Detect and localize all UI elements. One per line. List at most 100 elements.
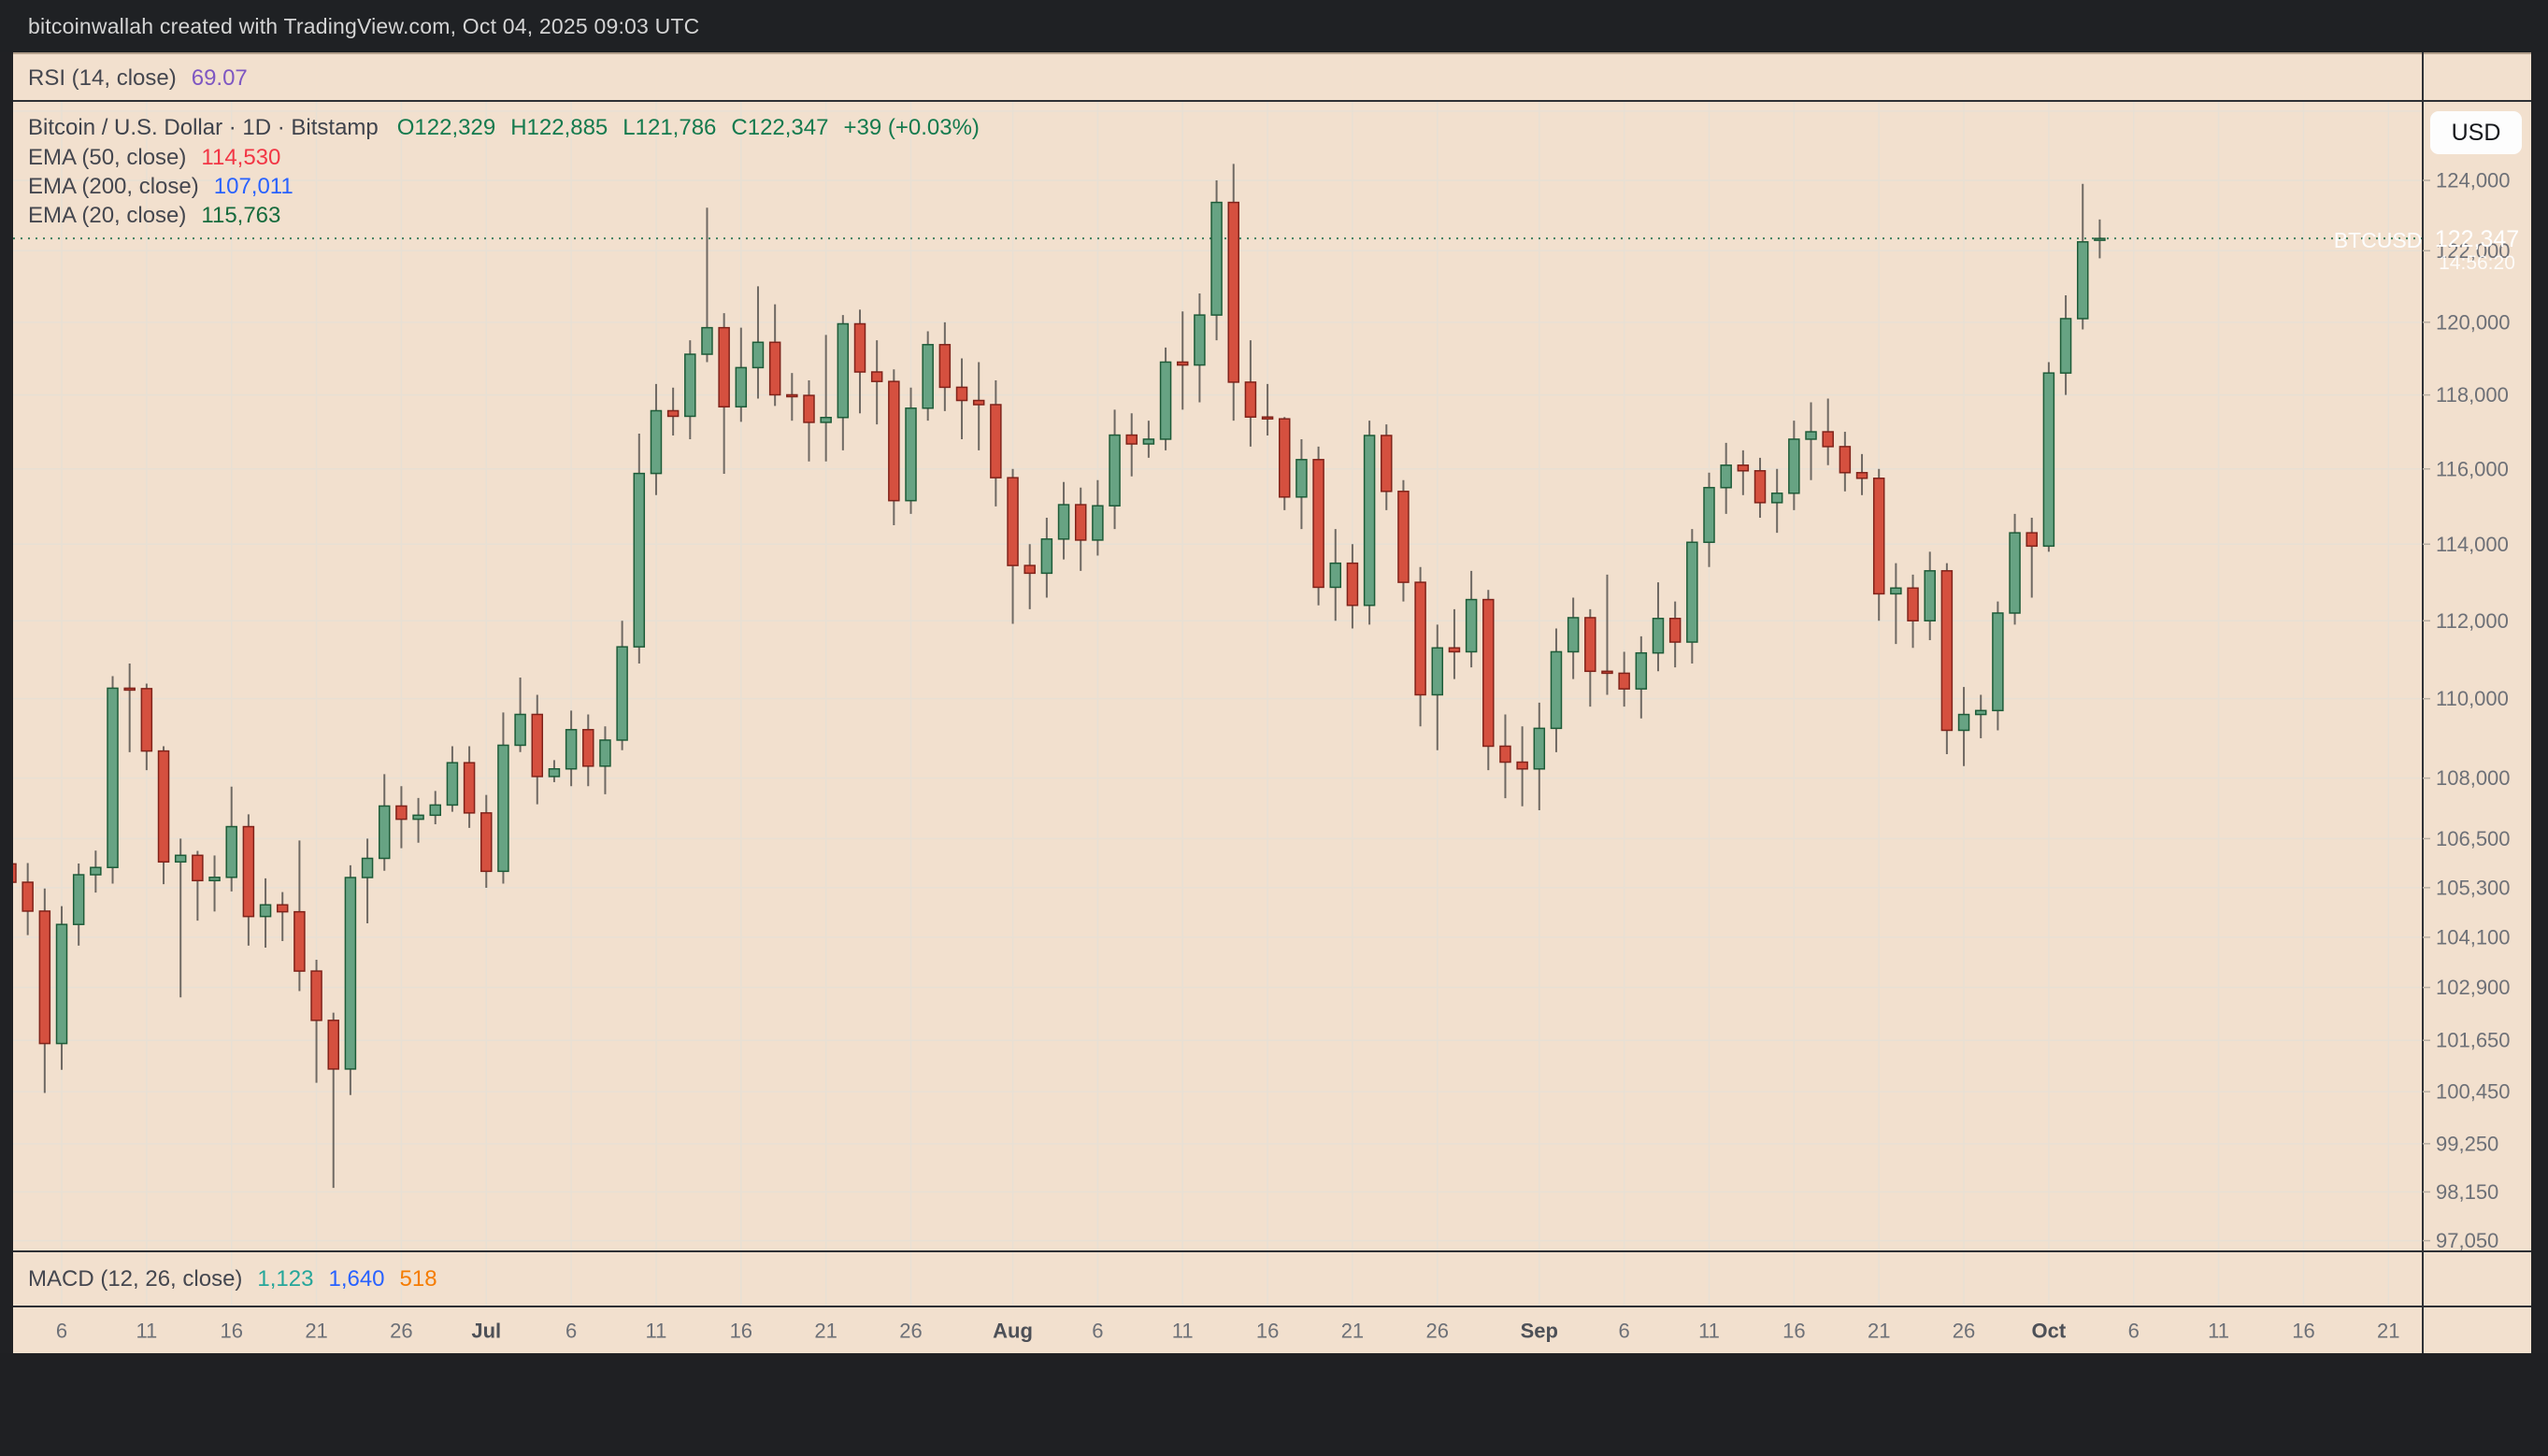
candle-body bbox=[344, 877, 357, 1070]
candle-body bbox=[1686, 541, 1698, 643]
close-value: C122,347 bbox=[731, 115, 829, 140]
candle-body bbox=[2059, 318, 2072, 374]
time-axis-label: Jul bbox=[471, 1320, 501, 1343]
candle-body bbox=[1329, 562, 1342, 589]
candlestick-chart[interactable]: 124,000 122,000 120,000 118,000 116,000 114,0… bbox=[13, 52, 2531, 1353]
candle-body bbox=[922, 344, 934, 409]
candle-body bbox=[1194, 314, 1206, 366]
candle-body bbox=[1668, 618, 1682, 643]
candle-body bbox=[2094, 237, 2106, 241]
time-axis-label: 6 bbox=[1619, 1320, 1630, 1343]
candle-body bbox=[259, 904, 272, 918]
time-axis-label: 21 bbox=[305, 1320, 327, 1343]
candle-body bbox=[1601, 670, 1613, 675]
time-axis-label: 11 bbox=[646, 1320, 667, 1343]
candle-body bbox=[1227, 201, 1239, 383]
time-axis-label: 26 bbox=[390, 1320, 412, 1343]
candle-body bbox=[582, 729, 594, 767]
grid-vertical bbox=[61, 101, 2390, 1306]
last-price-value: 122,347 bbox=[2434, 225, 2520, 252]
candle-body bbox=[1924, 570, 1936, 622]
symbol-legend: Bitcoin / U.S. Dollar · 1D · Bitstamp O1… bbox=[28, 114, 995, 142]
candle-body bbox=[192, 854, 204, 882]
price-axis-labels[interactable]: 124,000 122,000 120,000 118,000 116,000 114,0… bbox=[2423, 169, 2511, 1253]
candle-body bbox=[1482, 598, 1495, 748]
candle-body bbox=[72, 874, 85, 925]
candle-body bbox=[327, 1020, 339, 1070]
candle-body bbox=[1992, 612, 2004, 712]
candle-body bbox=[1142, 438, 1155, 445]
candle-body bbox=[361, 857, 374, 878]
candle-body bbox=[1397, 491, 1410, 583]
candle-body bbox=[1839, 446, 1852, 474]
candle-body bbox=[1176, 361, 1189, 366]
candle-body bbox=[395, 805, 408, 821]
candle-body bbox=[276, 904, 289, 913]
candle-body bbox=[633, 472, 646, 648]
time-axis-label: 11 bbox=[2208, 1320, 2229, 1343]
price-axis-label: 120,000 bbox=[2436, 310, 2511, 334]
candle-body bbox=[514, 713, 526, 747]
candle-body bbox=[1974, 709, 1987, 716]
ema200-value: 107,011 bbox=[213, 174, 293, 199]
change-value: +39 (+0.03%) bbox=[843, 115, 980, 140]
candle-body bbox=[853, 322, 866, 373]
candle-body bbox=[1007, 477, 1019, 566]
candle-body bbox=[225, 825, 237, 878]
candle-body bbox=[666, 409, 680, 418]
candle-body bbox=[1550, 650, 1563, 730]
currency-toggle-button[interactable]: USD bbox=[2430, 111, 2522, 154]
time-axis-label: 6 bbox=[56, 1320, 67, 1343]
candles-layer bbox=[13, 164, 2106, 1189]
candle-body bbox=[938, 344, 952, 389]
candle-body bbox=[650, 409, 663, 475]
time-axis-label: 16 bbox=[220, 1320, 242, 1343]
candle-body bbox=[90, 866, 102, 876]
ema50-legend: EMA (50, close) 114,530 bbox=[28, 144, 280, 172]
candle-body bbox=[1346, 562, 1359, 607]
candle-body bbox=[1533, 727, 1546, 770]
candle-body bbox=[1023, 564, 1036, 575]
time-axis-label: 11 bbox=[1172, 1320, 1194, 1343]
candle-body bbox=[123, 687, 136, 692]
candle-body bbox=[1788, 438, 1800, 494]
ema20-legend: EMA (20, close) 115,763 bbox=[28, 202, 280, 230]
price-axis-label: 99,250 bbox=[2436, 1132, 2498, 1155]
price-axis-label: 124,000 bbox=[2436, 169, 2511, 193]
candle-body bbox=[1957, 713, 1970, 732]
time-axis-label: Oct bbox=[2032, 1320, 2067, 1343]
candle-body bbox=[803, 394, 815, 423]
open-value: O122,329 bbox=[396, 115, 496, 140]
price-axis-label: 110,000 bbox=[2436, 687, 2509, 710]
candle-body bbox=[1516, 761, 1528, 770]
time-axis-label: 16 bbox=[1256, 1320, 1279, 1343]
candle-body bbox=[990, 404, 1002, 478]
candle-body bbox=[2026, 532, 2038, 548]
candle-body bbox=[21, 881, 34, 912]
time-axis-label: 11 bbox=[1698, 1320, 1720, 1343]
time-axis-label: 16 bbox=[730, 1320, 752, 1343]
panel-top-border bbox=[13, 52, 2531, 54]
time-axis-label: 21 bbox=[2377, 1320, 2399, 1343]
price-axis-label: 98,150 bbox=[2436, 1180, 2498, 1204]
macd-value-signal: 1,640 bbox=[328, 1266, 385, 1292]
candle-body bbox=[1363, 435, 1376, 607]
candle-body bbox=[1720, 464, 1732, 489]
candle-body bbox=[1448, 647, 1461, 653]
ema50-value: 114,530 bbox=[201, 145, 281, 170]
candle-body bbox=[820, 416, 832, 423]
candle-body bbox=[548, 767, 561, 778]
candle-body bbox=[1890, 587, 1902, 595]
price-axis-label: 114,000 bbox=[2436, 533, 2509, 556]
candle-body bbox=[870, 371, 883, 382]
time-axis-label: 6 bbox=[565, 1320, 577, 1343]
candle-body bbox=[1381, 435, 1393, 492]
time-axis-labels[interactable]: 6 11 16 21 26 Jul 6 11 16 21 26 Aug 6 11 16 21 26 Sep 6 11 1… bbox=[56, 1320, 2400, 1343]
candle-body bbox=[1770, 492, 1783, 504]
candle-body bbox=[768, 341, 781, 396]
candle-body bbox=[1279, 418, 1291, 498]
candle-body bbox=[1125, 434, 1138, 445]
candle-body bbox=[1057, 504, 1070, 540]
candle-body bbox=[1074, 504, 1087, 541]
candle-body bbox=[412, 814, 424, 821]
